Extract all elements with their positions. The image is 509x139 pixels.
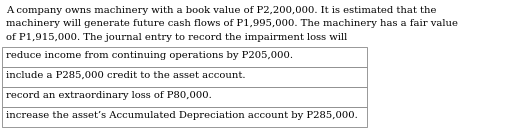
Text: reduce income from continuing operations by P205,000.: reduce income from continuing operations… <box>6 50 293 59</box>
Text: of P1,915,000. The journal entry to record the impairment loss will: of P1,915,000. The journal entry to reco… <box>6 33 347 42</box>
Bar <box>2 67 366 86</box>
Text: include a P285,000 credit to the asset account.: include a P285,000 credit to the asset a… <box>6 70 245 80</box>
Text: machinery will generate future cash flows of P1,995,000. The machinery has a fai: machinery will generate future cash flow… <box>6 19 457 28</box>
Bar <box>2 47 366 66</box>
Text: increase the asset’s Accumulated Depreciation account by P285,000.: increase the asset’s Accumulated Depreci… <box>6 111 357 120</box>
Text: A company owns machinery with a book value of P2,200,000. It is estimated that t: A company owns machinery with a book val… <box>6 6 436 15</box>
Bar <box>2 87 366 106</box>
Text: record an extraordinary loss of P80,000.: record an extraordinary loss of P80,000. <box>6 90 211 100</box>
Bar <box>2 107 366 126</box>
